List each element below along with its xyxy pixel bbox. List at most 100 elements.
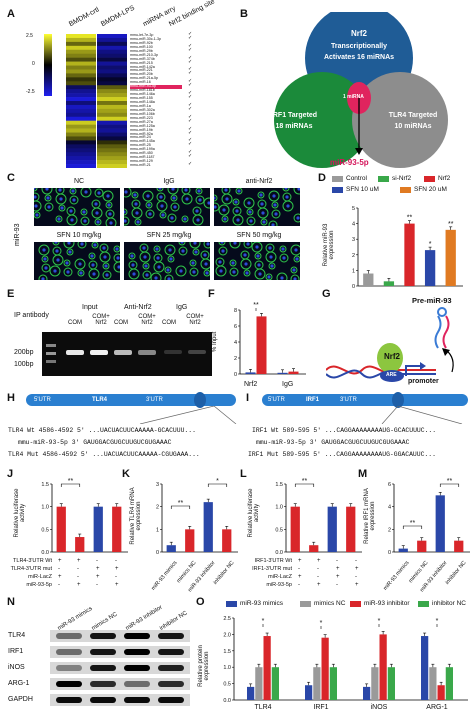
sig-label: * (436, 618, 439, 625)
sig-label: ** (410, 520, 416, 527)
cell-nucleus (185, 197, 189, 201)
cell-stain (145, 209, 155, 219)
cell-stain (243, 197, 255, 209)
g-are: ARE (386, 372, 397, 378)
mirna-row-label: mmu-miR-29b (130, 48, 153, 53)
cell-nucleus (205, 271, 209, 275)
cell-nucleus (97, 191, 101, 195)
scale-mid: 0 (32, 61, 35, 67)
heatmap-cell (97, 152, 127, 157)
sig-label: * (262, 618, 265, 625)
condition-mark: + (77, 558, 81, 564)
blot-band (124, 649, 150, 655)
bar (313, 667, 321, 700)
cell-nucleus (109, 221, 113, 225)
condition-mark: + (336, 574, 340, 580)
nrf2-site-check: ✓ (188, 153, 193, 160)
mirna-row-label: mmu-miR-146a (130, 92, 155, 97)
cell-stain (77, 242, 87, 249)
bar (309, 545, 319, 552)
bar (222, 529, 232, 552)
cell-nucleus (136, 220, 140, 224)
nrf2-site-check: ✓ (188, 117, 193, 124)
cell-stain (44, 194, 52, 202)
d-legend-sinrf2: si-Nrf2 (378, 175, 411, 182)
promoter-arrow-icon (405, 365, 422, 376)
mirna-row-label: mmu-miR-1187 (130, 155, 155, 160)
i-zoom-lines (381, 406, 463, 424)
d-legend-sfn10: SFN 10 uM (332, 186, 379, 193)
cell-stain (268, 190, 280, 202)
heatmap-cell (97, 116, 127, 122)
heatmap-cell (66, 112, 96, 118)
bar (398, 548, 408, 552)
cell-nucleus (218, 260, 222, 264)
condition-mark: + (355, 566, 359, 572)
cell-stain (279, 253, 289, 263)
cell-stain (257, 191, 265, 199)
bar (363, 686, 371, 700)
cell-nucleus (130, 254, 134, 258)
scale-min: -2.5 (26, 89, 35, 95)
cell-nucleus (173, 205, 177, 209)
cell-stain (131, 191, 139, 199)
chart-j: 0.0 0.5 1.0 1.5 ** (41, 478, 128, 556)
nrf2-site-check: ✓ (188, 31, 193, 37)
mirna-row-label: mmu-miR-24 (130, 135, 151, 140)
heatmap-cell (97, 69, 127, 74)
cell-stain (69, 188, 77, 195)
cell-nucleus (46, 196, 50, 200)
bar (404, 223, 415, 286)
cell-stain (195, 188, 203, 195)
cell-nucleus (194, 250, 198, 254)
e-lane-4: COM+ Nrf2 (138, 314, 156, 326)
h-mir-row: mmu-miR-93-5p 3' GAUGGACGUGCUUGUCGUGAAAC (18, 439, 172, 446)
cell-stain (243, 242, 253, 249)
blot-band (158, 681, 184, 687)
bar (112, 506, 122, 552)
micrograph-image (124, 242, 210, 280)
mirna-row-label: mmu-miR-221 (130, 68, 153, 73)
cell-stain (181, 215, 189, 223)
panel-label-g: G (322, 288, 331, 300)
heatmap-cell (66, 45, 96, 51)
cell-stain (105, 201, 113, 209)
cell-stain (142, 270, 152, 280)
cell-stain (218, 204, 230, 216)
cell-nucleus (161, 213, 165, 217)
cell-nucleus (243, 253, 247, 257)
cell-nucleus (115, 247, 119, 251)
y-tick-label: 6 (234, 324, 237, 330)
bar (255, 667, 263, 700)
heatmap-cell (66, 65, 96, 70)
cell-nucleus (271, 223, 275, 226)
micrograph-title: NC (73, 178, 85, 185)
panel-label-l: L (240, 468, 247, 480)
bar (429, 667, 437, 700)
heatmap-cell (66, 53, 96, 58)
gel-ladder-band (46, 352, 56, 355)
cell-nucleus (183, 217, 187, 221)
cell-nucleus (41, 277, 45, 280)
y-tick-label: 1 (352, 268, 355, 274)
condition-mark: - (77, 574, 79, 580)
micrograph-cells (128, 242, 210, 280)
mirna-row-label: mmu-miR-142a (130, 64, 155, 69)
cell-nucleus (144, 264, 148, 268)
cell-stain (134, 218, 142, 226)
bar (166, 545, 176, 552)
blot-strip (50, 678, 190, 690)
cell-nucleus (231, 261, 235, 265)
cell-nucleus (147, 203, 151, 207)
heatmap-cell (66, 148, 96, 153)
heatmap-cell (97, 34, 127, 39)
bar (435, 495, 445, 552)
cell-nucleus (60, 206, 64, 210)
i-mir-row: mmu-miR-93-5p 3' GAUGGACGUGCUUGUCGUGAAAC (256, 439, 410, 446)
cell-stain (52, 242, 60, 246)
mirna-row-label: mmu-miR-106b (130, 111, 155, 116)
blot-band (90, 649, 116, 655)
sig-label: ** (68, 478, 74, 485)
blot-band (56, 649, 82, 655)
mirna-row-label: mmu-miR-100 (130, 44, 153, 49)
